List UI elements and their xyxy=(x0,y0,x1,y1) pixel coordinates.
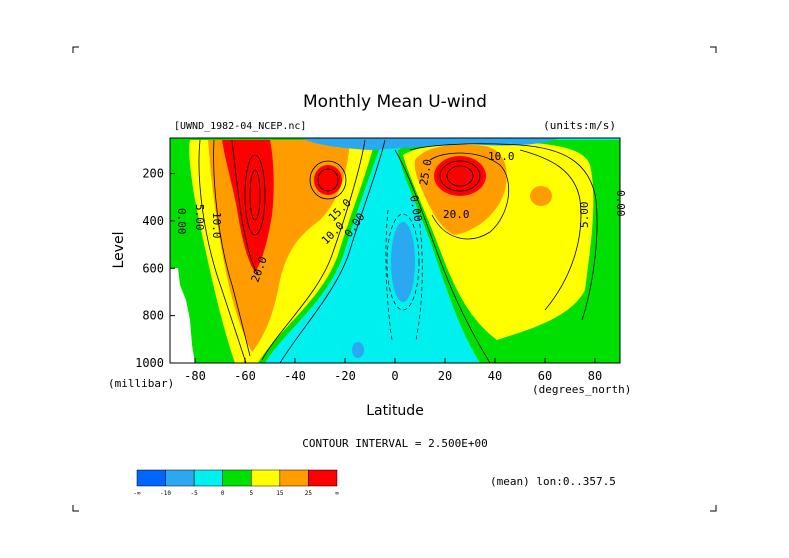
dataset-label: [UWND_1982-04_NCEP.nc] xyxy=(174,121,306,132)
x-axis-ticks: -80 -60 -40 -20 0 20 40 60 80 xyxy=(184,358,602,383)
colorbar-label: -10 xyxy=(160,490,171,497)
y-tick-label: 1000 xyxy=(135,356,164,370)
contour-label-20n: 20.0 xyxy=(443,208,470,221)
y-tick-label: 800 xyxy=(142,309,164,323)
colorbar: -∞ -10 -5 0 5 15 25 ∞ xyxy=(133,469,339,497)
colorbar-swatch xyxy=(251,469,281,487)
colorbar-swatch xyxy=(165,469,195,487)
x-axis-units: (degrees_north) xyxy=(532,383,631,396)
y-tick-label: 400 xyxy=(142,214,164,228)
contour-lines-negative xyxy=(385,209,423,341)
x-tick-label: 0 xyxy=(391,369,398,383)
fill-red-north-jet xyxy=(434,156,486,196)
contour-label-0n: 0.00 xyxy=(614,190,627,217)
y-axis-units: (millibar) xyxy=(108,377,174,390)
colorbar-swatch xyxy=(193,469,223,487)
colorbar-label: 5 xyxy=(249,490,253,497)
colorbar-label: ∞ xyxy=(335,490,339,497)
units-label: (units:m/s) xyxy=(543,119,616,132)
y-tick-label: 600 xyxy=(142,261,164,275)
colorbar-swatch xyxy=(136,469,166,487)
colorbar-label: -∞ xyxy=(133,490,141,497)
fill-red-south-jet xyxy=(222,140,274,272)
x-tick-label: -20 xyxy=(334,369,356,383)
contour-label-0: 0.00 xyxy=(175,208,188,235)
fill-orange-north-secondary xyxy=(530,186,552,206)
fill-blue-equatorial-low xyxy=(352,342,364,358)
x-tick-label: -40 xyxy=(284,369,306,383)
chart-title: Monthly Mean U-wind xyxy=(303,92,487,112)
terrain-mask xyxy=(170,268,195,363)
y-axis-title: Level xyxy=(111,232,127,269)
contour-lines xyxy=(198,139,598,363)
contour-label-0c: 0.00 xyxy=(407,194,424,222)
colorbar-swatch xyxy=(279,469,309,487)
colorbar-swatch xyxy=(308,469,338,487)
x-axis-title: Latitude xyxy=(366,403,424,419)
fill-blue-equatorial xyxy=(391,222,415,302)
contour-label-5n: 5.00 xyxy=(578,202,591,229)
x-tick-label: 40 xyxy=(488,369,502,383)
colorbar-label: 15 xyxy=(276,490,284,497)
x-tick-label: -80 xyxy=(184,369,206,383)
colorbar-label: 0 xyxy=(221,490,225,497)
colorbar-label: 25 xyxy=(305,490,313,497)
y-tick-label: 200 xyxy=(142,167,164,181)
contour-label-25: 25.0 xyxy=(417,158,434,186)
contour-label-10n: 10.0 xyxy=(488,150,515,163)
x-tick-label: 80 xyxy=(588,369,602,383)
plot-field xyxy=(170,138,620,363)
y-axis-ticks: 200 400 600 800 1000 xyxy=(135,167,175,370)
x-tick-label: 60 xyxy=(538,369,552,383)
colorbar-label: -5 xyxy=(191,490,199,497)
contour-interval-label: CONTOUR INTERVAL = 2.500E+00 xyxy=(302,437,487,450)
averaging-label: (mean) lon:0..357.5 xyxy=(490,475,616,488)
contour-label-10: 10.0 xyxy=(210,212,223,239)
colorbar-swatch xyxy=(222,469,252,487)
crop-marks xyxy=(72,46,717,512)
contour-label-5: 5.00 xyxy=(193,204,206,231)
x-tick-label: -60 xyxy=(234,369,256,383)
x-tick-label: 20 xyxy=(438,369,452,383)
